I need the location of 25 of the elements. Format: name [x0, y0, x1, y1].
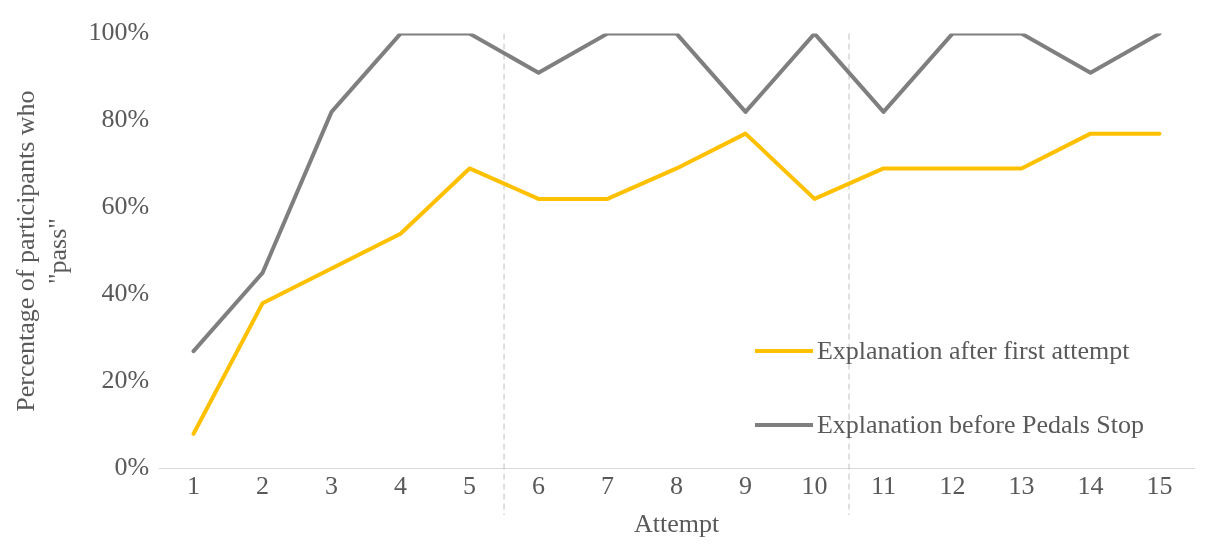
y-tick-label: 40% — [101, 278, 150, 308]
legend-label: Explanation after first attempt — [816, 336, 1130, 366]
x-tick-label: 7 — [601, 471, 615, 501]
legend-label: Explanation before Pedals Stop — [816, 410, 1144, 440]
x-tick-label: 12 — [939, 471, 966, 501]
x-tick-label: 14 — [1077, 471, 1104, 501]
y-axis-title: Percentage of participants who "pass" — [11, 90, 72, 412]
x-tick-label: 15 — [1146, 471, 1173, 501]
y-tick-label: 20% — [101, 365, 150, 395]
x-tick-label: 8 — [670, 471, 684, 501]
x-tick-label: 9 — [739, 471, 753, 501]
x-tick-label: 10 — [801, 471, 828, 501]
x-tick-label: 4 — [394, 471, 408, 501]
x-axis-title: Attempt — [633, 509, 720, 539]
y-tick-label: 100% — [88, 17, 150, 47]
x-tick-label: 2 — [256, 471, 270, 501]
x-tick-label: 11 — [870, 471, 897, 501]
y-tick-label: 80% — [101, 104, 150, 134]
x-tick-label: 5 — [463, 471, 477, 501]
x-tick-label: 13 — [1008, 471, 1035, 501]
x-tick-label: 1 — [187, 471, 201, 501]
y-tick-label: 60% — [101, 191, 150, 221]
y-tick-label: 0% — [114, 452, 150, 482]
x-tick-label: 3 — [325, 471, 339, 501]
x-tick-label: 6 — [532, 471, 546, 501]
